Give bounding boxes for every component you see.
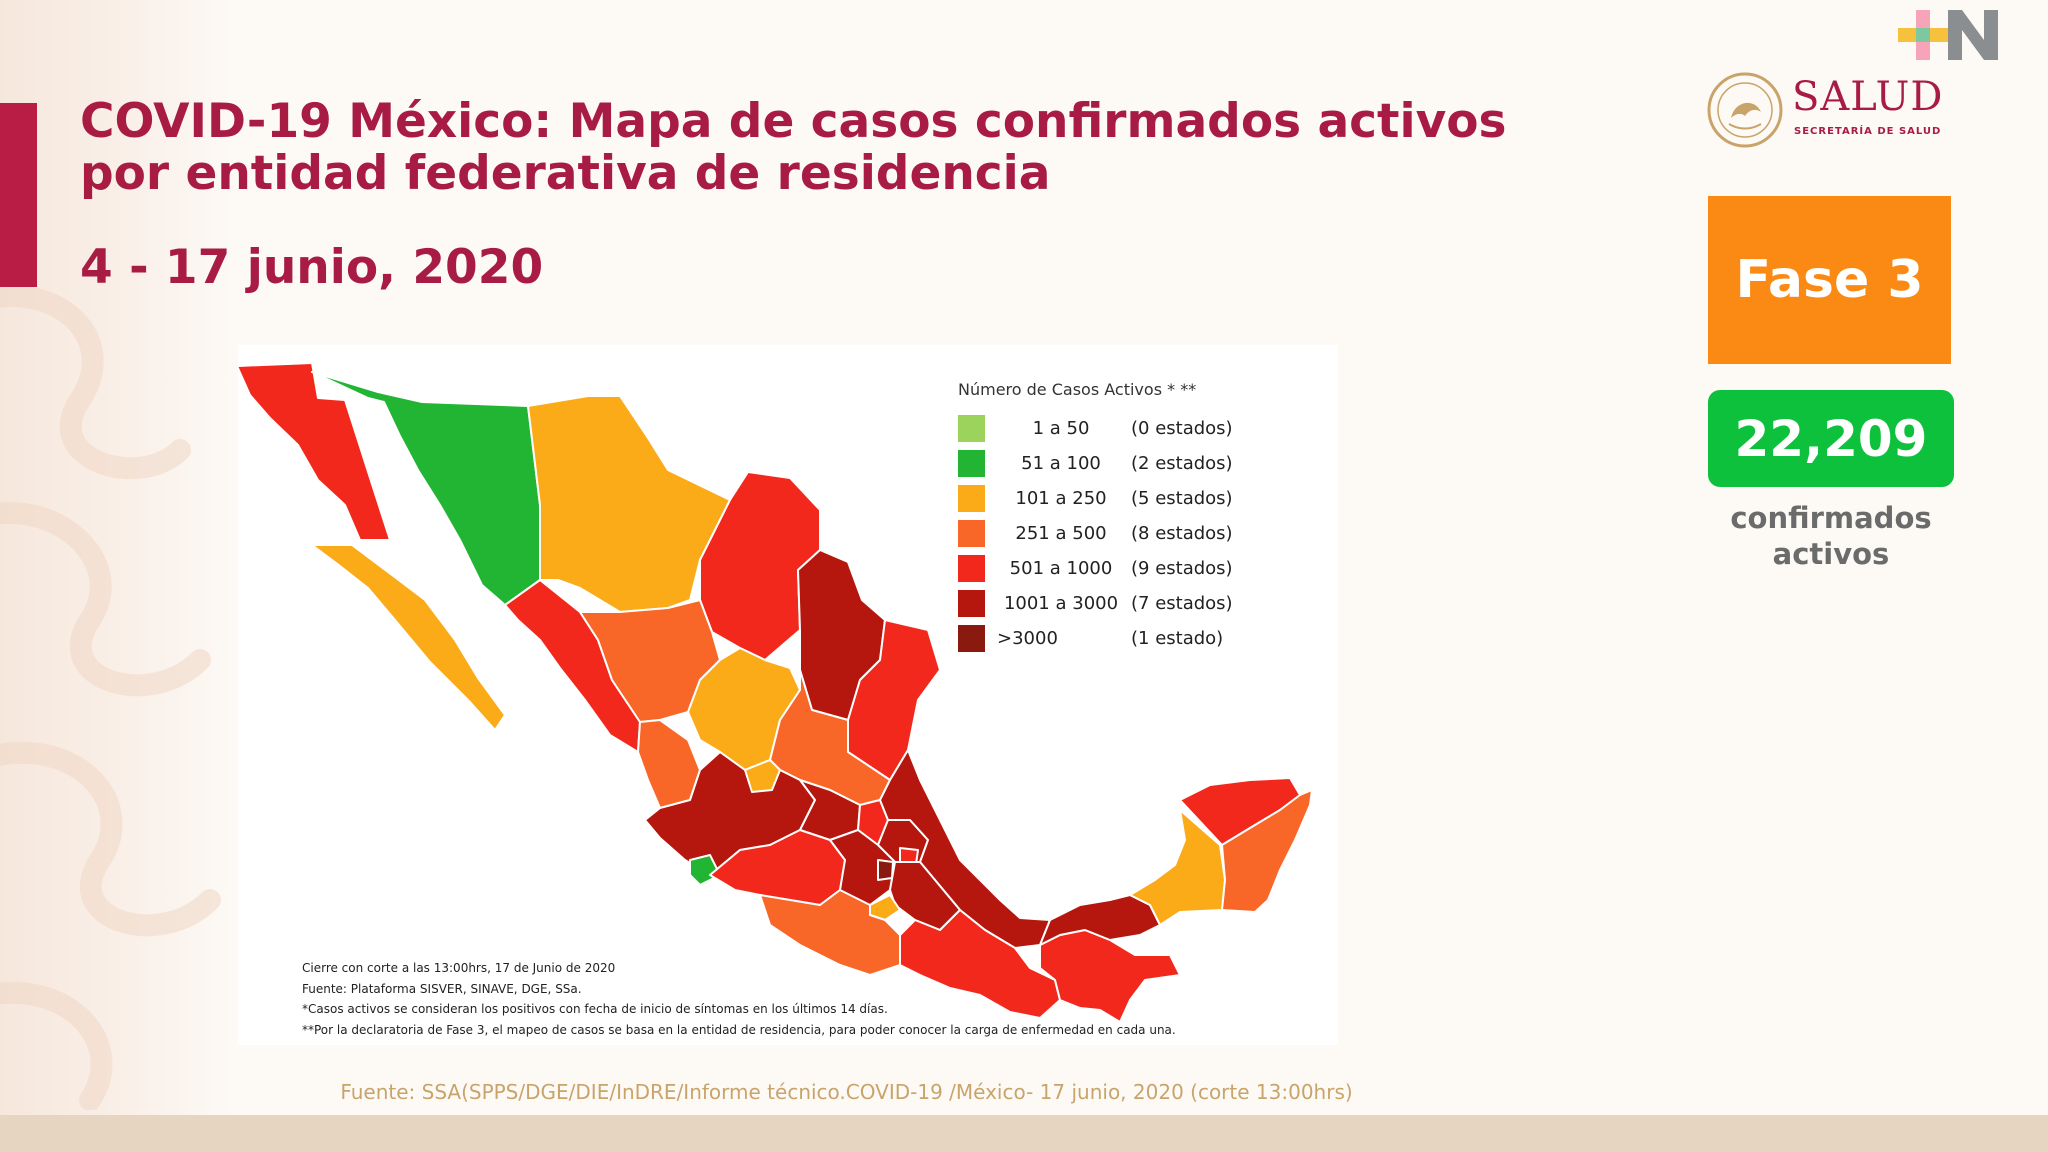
note-line: Cierre con corte a las 13:00hrs, 17 de J… [302,961,616,975]
legend-count: (5 estados) [1131,488,1233,509]
legend-swatch [958,555,985,582]
legend-title: Número de Casos Activos * ** [958,380,1197,399]
bottom-band [0,1115,2048,1152]
state-veracruz [879,749,1051,949]
salud-logo: SALUD SECRETARÍA DE SALUD [1705,70,1955,150]
legend-item: 101 a 250 (5 estados) [958,481,1298,516]
legend-swatch [958,520,985,547]
salud-subtitle: SECRETARÍA DE SALUD [1794,126,1942,137]
legend-item: 501 a 1000 (9 estados) [958,551,1298,586]
legend-range: >3000 [997,628,1058,649]
legend-count: (9 estados) [1131,558,1233,579]
state-cdmx [877,859,894,881]
state-quintana-roo [1221,789,1313,913]
legend-range: 1 a 50 [1032,418,1090,439]
legend-swatch [958,590,985,617]
state-mexico [829,829,896,906]
legend-swatch [958,415,985,442]
page-title: COVID-19 México: Mapa de casos confirmad… [80,94,1507,201]
active-cases-count: 22,209 [1708,390,1954,487]
decorative-swirl [0,285,221,1110]
legend-count: (2 estados) [1131,453,1233,474]
legend-range: 501 a 1000 [1009,558,1113,579]
legend-item: 1 a 50 (0 estados) [958,411,1298,446]
active-cases-label: confirmados activos [1730,501,1932,571]
state-aguascalientes [744,759,781,793]
phase-badge: Fase 3 [1708,196,1951,364]
legend-range: 1001 a 3000 [1003,593,1119,614]
legend-count: (1 estado) [1131,628,1224,649]
legend-swatch [958,625,985,652]
accent-bar [0,103,37,287]
note-line: *Casos activos se consideran los positiv… [302,1002,888,1016]
salud-wordmark: SALUD [1792,74,1944,120]
legend-swatch [958,485,985,512]
map-notes: Cierre con corte a las 13:00hrs, 17 de J… [302,958,1176,1040]
legend-range: 101 a 250 [1015,488,1107,509]
state-sonora [311,371,541,606]
legend-swatch [958,450,985,477]
state-tabasco [1039,894,1161,946]
state-campeche [1129,809,1226,926]
note-line: Fuente: Plataforma SISVER, SINAVE, DGE, … [302,981,582,996]
state-baja-california [238,362,391,541]
map-panel [238,345,1338,1045]
legend-range: 51 a 100 [1021,453,1101,474]
mexico-map [238,362,1313,1023]
legend-count: (0 estados) [1131,418,1233,439]
legend-range: 251 a 500 [1015,523,1107,544]
source-citation: Fuente: SSA(SPPS/DGE/DIE/InDRE/Informe t… [340,1080,1353,1104]
legend-item: 51 a 100 (2 estados) [958,446,1298,481]
gobierno-n-logo [1898,10,1998,60]
national-seal-icon [1707,72,1783,148]
map-legend: Número de Casos Activos * ** 1 a 50 (0 e… [958,380,1298,656]
legend-count: (7 estados) [1131,593,1233,614]
legend-count: (8 estados) [1131,523,1233,544]
date-range: 4 - 17 junio, 2020 [80,240,544,295]
state-baja-california-sur [311,544,506,731]
state-chihuahua [527,395,731,613]
legend-item: 251 a 500 (8 estados) [958,516,1298,551]
legend-item: 1001 a 3000 (7 estados) [958,586,1298,621]
legend-item: >3000 (1 estado) [958,621,1298,656]
note-line: **Por la declaratoria de Fase 3, el mape… [302,1022,1176,1037]
